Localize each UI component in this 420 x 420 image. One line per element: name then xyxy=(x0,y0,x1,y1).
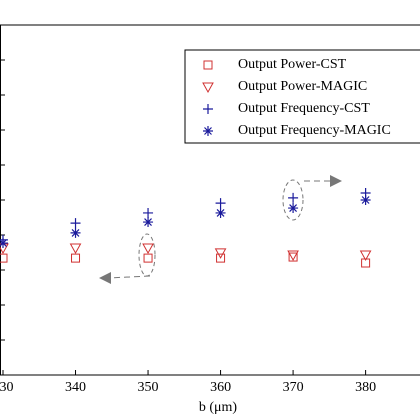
x-tick-label: 330 xyxy=(0,380,14,395)
marker-square xyxy=(203,60,213,70)
legend xyxy=(184,49,420,144)
marker-triangle xyxy=(214,248,227,259)
annotation-arrow xyxy=(107,275,151,279)
legend-label: Output Power-MAGIC xyxy=(238,79,367,94)
legend-label: Output Frequency-MAGIC xyxy=(238,123,391,138)
marker-star xyxy=(215,207,226,218)
marker-plus xyxy=(203,104,213,114)
marker-square xyxy=(216,253,226,263)
annotation-ellipse xyxy=(282,179,304,221)
x-tick-label: 340 xyxy=(65,380,86,395)
legend-label: Output Frequency-CST xyxy=(238,101,370,116)
x-axis-label: b (μm) xyxy=(199,400,238,415)
marker-square xyxy=(143,253,153,263)
marker-plus xyxy=(70,218,81,229)
marker-star xyxy=(0,238,8,249)
legend-label: Output Power-CST xyxy=(238,57,347,72)
marker-triangle xyxy=(359,250,372,261)
x-tick-label: 360 xyxy=(210,380,231,395)
marker-square xyxy=(288,252,298,262)
marker-plus xyxy=(143,207,154,218)
marker-star xyxy=(288,203,299,214)
marker-square xyxy=(0,253,8,263)
marker-star xyxy=(203,126,213,136)
marker-triangle xyxy=(287,250,299,261)
marker-triangle xyxy=(142,243,154,254)
arrow-head xyxy=(330,175,342,187)
marker-square xyxy=(71,253,81,263)
arrow-head xyxy=(99,272,111,284)
x-tick-label: 350 xyxy=(138,380,159,395)
marker-star xyxy=(70,227,81,238)
marker-plus xyxy=(215,198,226,209)
annotation-ellipse xyxy=(138,233,156,277)
marker-plus xyxy=(288,192,299,203)
x-tick-label: 370 xyxy=(283,380,304,395)
marker-triangle xyxy=(69,243,82,254)
marker-triangle xyxy=(202,82,214,94)
x-tick-label: 380 xyxy=(355,380,376,395)
marker-star xyxy=(360,195,371,205)
marker-star xyxy=(143,217,154,228)
